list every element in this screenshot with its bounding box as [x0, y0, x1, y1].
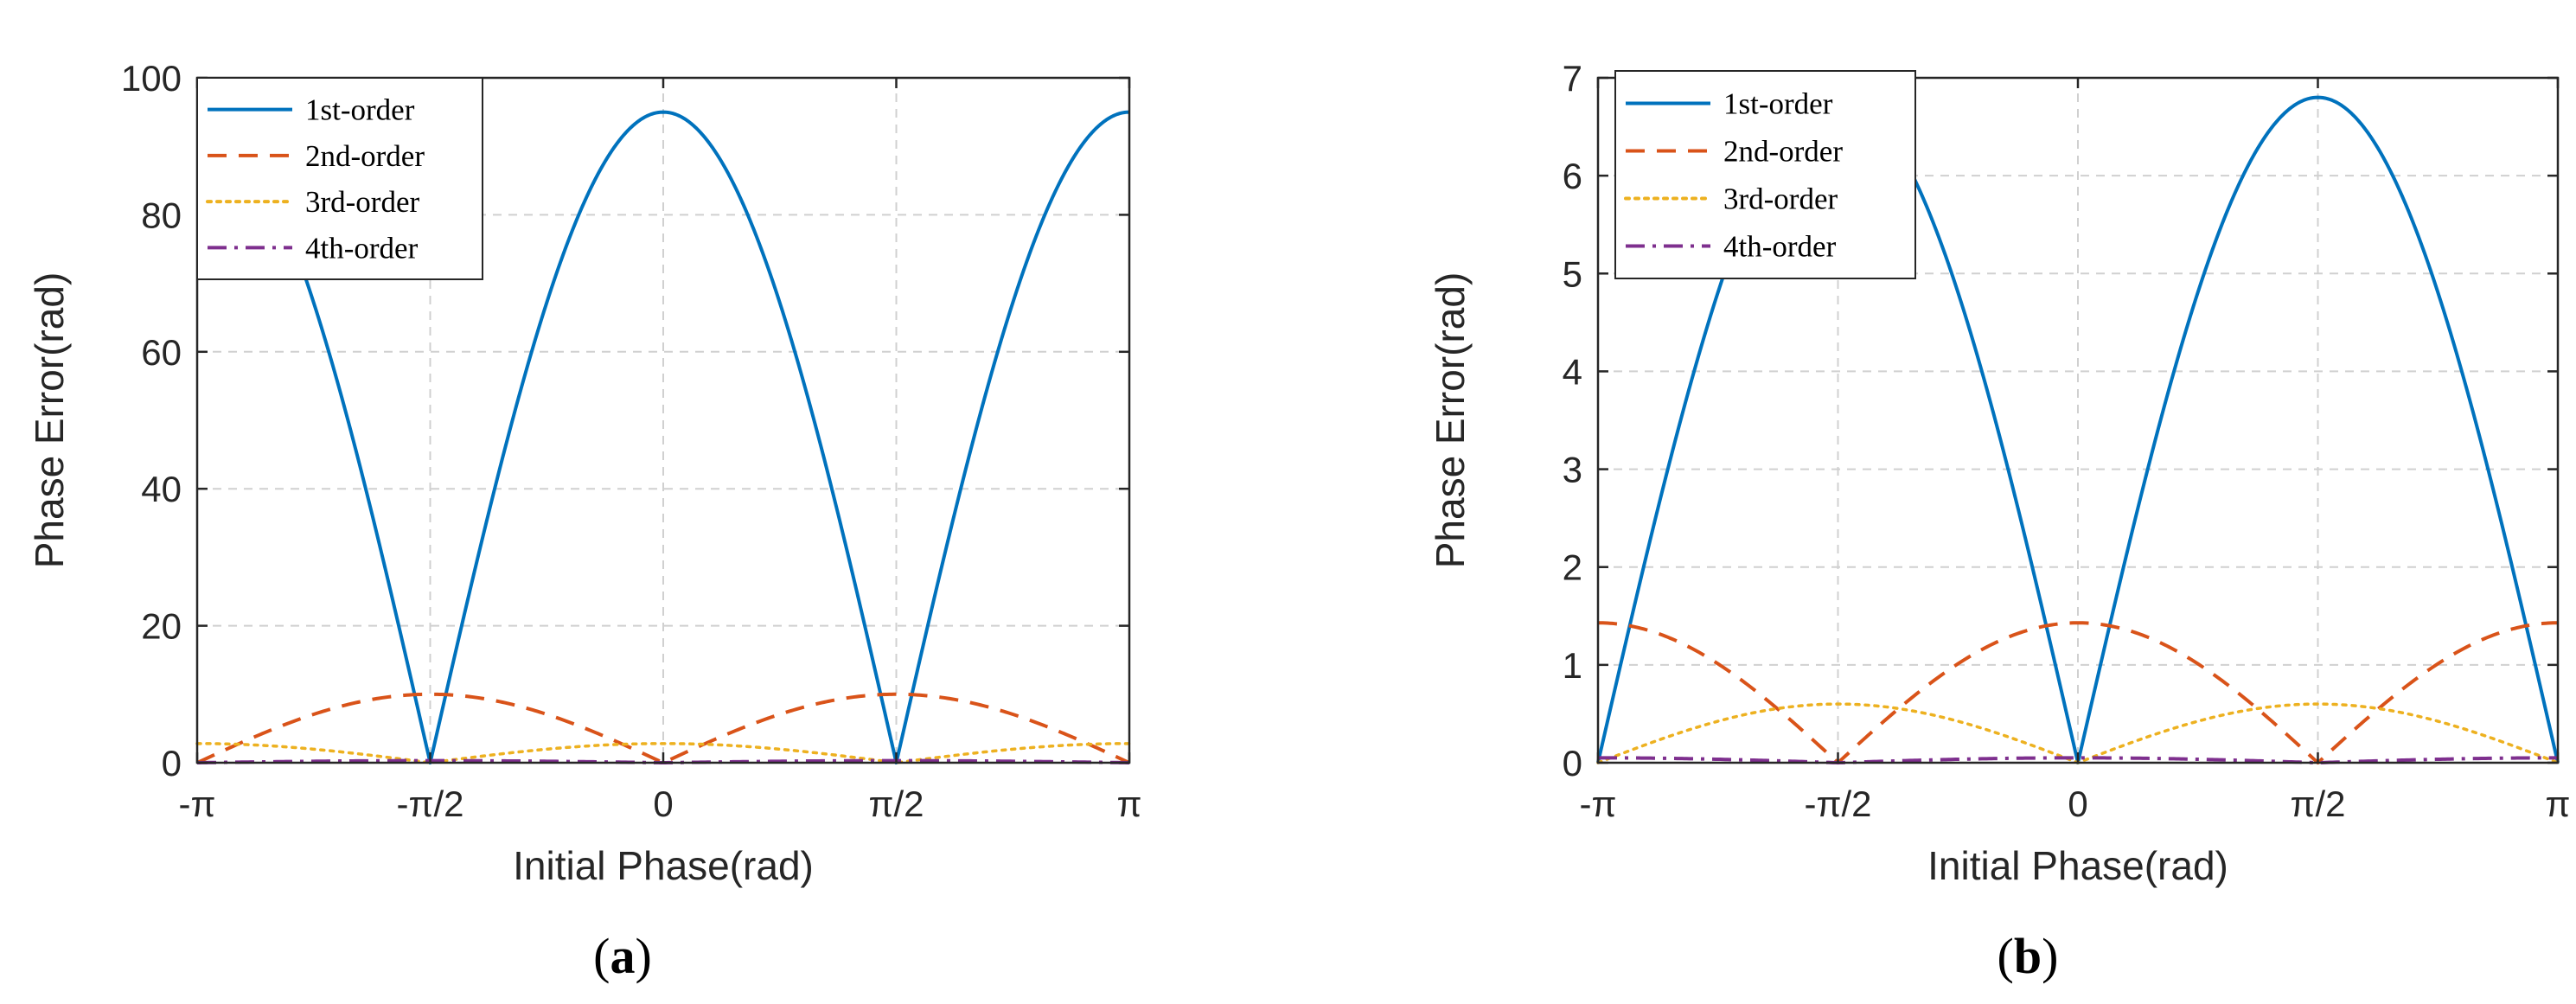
y-tick-label: 6: [1563, 156, 1582, 196]
legend-label-1: 1st-order: [305, 93, 415, 127]
x-tick-label: π: [2546, 783, 2571, 824]
y-tick-label: 100: [121, 58, 182, 99]
y-axis-title: Phase Error(rad): [1428, 272, 1473, 569]
y-tick-label: 3: [1563, 450, 1582, 490]
x-tick-label: π/2: [868, 783, 924, 824]
y-axis-title: Phase Error(rad): [27, 272, 72, 569]
legend: 1st-order 2nd-order 3rd-order 4th-order: [196, 77, 483, 280]
x-axis-title: Initial Phase(rad): [1927, 843, 2228, 888]
y-tick-label: 0: [162, 743, 182, 783]
legend-label-1: 1st-order: [1723, 87, 1833, 121]
legend-label-2: 2nd-order: [1723, 135, 1843, 169]
legend-label-3: 3rd-order: [305, 185, 420, 219]
legend-label-2: 2nd-order: [305, 139, 425, 173]
x-tick-label: -π: [179, 783, 216, 824]
y-tick-label: 4: [1563, 351, 1582, 392]
panel-caption: (a): [593, 928, 652, 984]
caption-open-paren: (: [1998, 928, 2014, 984]
x-tick-label: 0: [2068, 783, 2087, 824]
caption-letter: a: [610, 928, 636, 984]
caption-close-paren: ): [636, 928, 652, 984]
chart-b: -π -π/2 0 π/2 π 0 1 2 3 4 5 6 7 Initial Phase(rad) Pha…: [1428, 58, 2570, 984]
y-tick-label: 80: [141, 195, 182, 235]
legend: 1st-order 2nd-order 3rd-order 4th-order: [1614, 70, 1916, 279]
y-tick-label: 0: [1563, 743, 1582, 783]
series-line-4: [1598, 756, 2558, 764]
x-tick-label: -π: [1580, 783, 1617, 824]
y-tick-label: 1: [1563, 645, 1582, 686]
series-line-1: [196, 110, 1130, 764]
legend-label-4: 4th-order: [305, 231, 419, 265]
y-tick-label: 5: [1563, 253, 1582, 294]
legend-label-4: 4th-order: [1723, 230, 1837, 264]
x-tick-label: π/2: [2290, 783, 2345, 824]
legend-label-3: 3rd-order: [1723, 182, 1838, 216]
x-tick-label: -π/2: [1804, 783, 1871, 824]
y-tick-label: 2: [1563, 547, 1582, 588]
legend-box: [1614, 70, 1916, 279]
x-tick-label: -π/2: [396, 783, 463, 824]
caption-letter: b: [2014, 928, 2042, 984]
series-line-3: [195, 742, 1131, 764]
y-tick-label: 60: [141, 332, 182, 373]
chart-a: -π -π/2 0 π/2 π 0 20 40 60 80 100 Initial Phase(rad…: [27, 58, 1141, 984]
legend-box: [196, 77, 483, 280]
series-line-2: [1597, 621, 2559, 764]
caption-close-paren: ): [2042, 928, 2058, 984]
x-tick-label: π: [1117, 783, 1142, 824]
panel-caption: (b): [1998, 928, 2059, 984]
x-tick-label: 0: [653, 783, 673, 824]
series-line-2: [196, 692, 1130, 764]
y-tick-label: 20: [141, 606, 182, 647]
y-tick-label: 40: [141, 469, 182, 509]
x-axis-title: Initial Phase(rad): [513, 843, 814, 888]
y-tick-label: 7: [1563, 58, 1582, 99]
caption-open-paren: (: [593, 928, 610, 984]
